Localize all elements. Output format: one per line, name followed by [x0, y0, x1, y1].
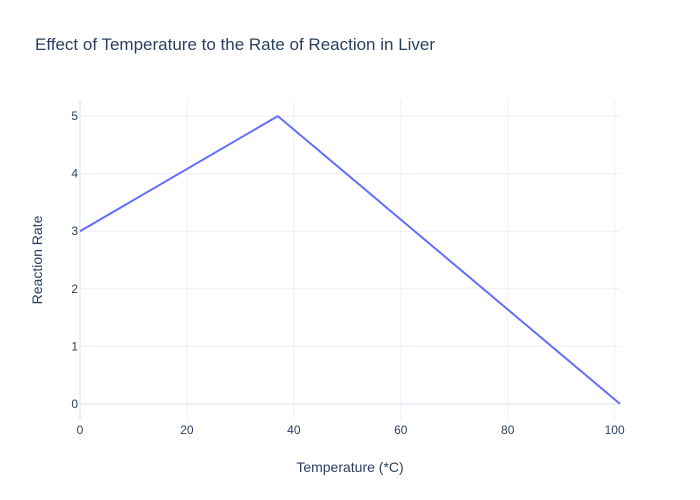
- y-tick-label: 3: [71, 224, 78, 238]
- y-tick-label: 0: [71, 397, 78, 411]
- y-tick-label: 2: [71, 282, 78, 296]
- x-tick-label: 0: [77, 423, 84, 437]
- x-tick-label: 20: [180, 423, 194, 437]
- y-tick-label: 1: [71, 339, 78, 353]
- y-axis-title: Reaction Rate: [29, 215, 45, 304]
- x-axis-title: Temperature (*C): [296, 459, 403, 475]
- gridlines: [79, 100, 620, 420]
- y-tick-label: 5: [71, 109, 78, 123]
- y-tick-label: 4: [71, 167, 78, 181]
- series-group: [79, 115, 621, 405]
- x-tick-label: 60: [394, 423, 408, 437]
- y-axis-ticks: 0 1 2 3 4 5: [71, 109, 78, 411]
- x-tick-label: 80: [501, 423, 515, 437]
- series-line: [79, 115, 621, 405]
- x-axis-ticks: 0 20 40 60 80 100: [77, 423, 625, 437]
- x-tick-label: 100: [605, 423, 625, 437]
- chart-title: Effect of Temperature to the Rate of Rea…: [35, 35, 435, 54]
- x-tick-label: 40: [287, 423, 301, 437]
